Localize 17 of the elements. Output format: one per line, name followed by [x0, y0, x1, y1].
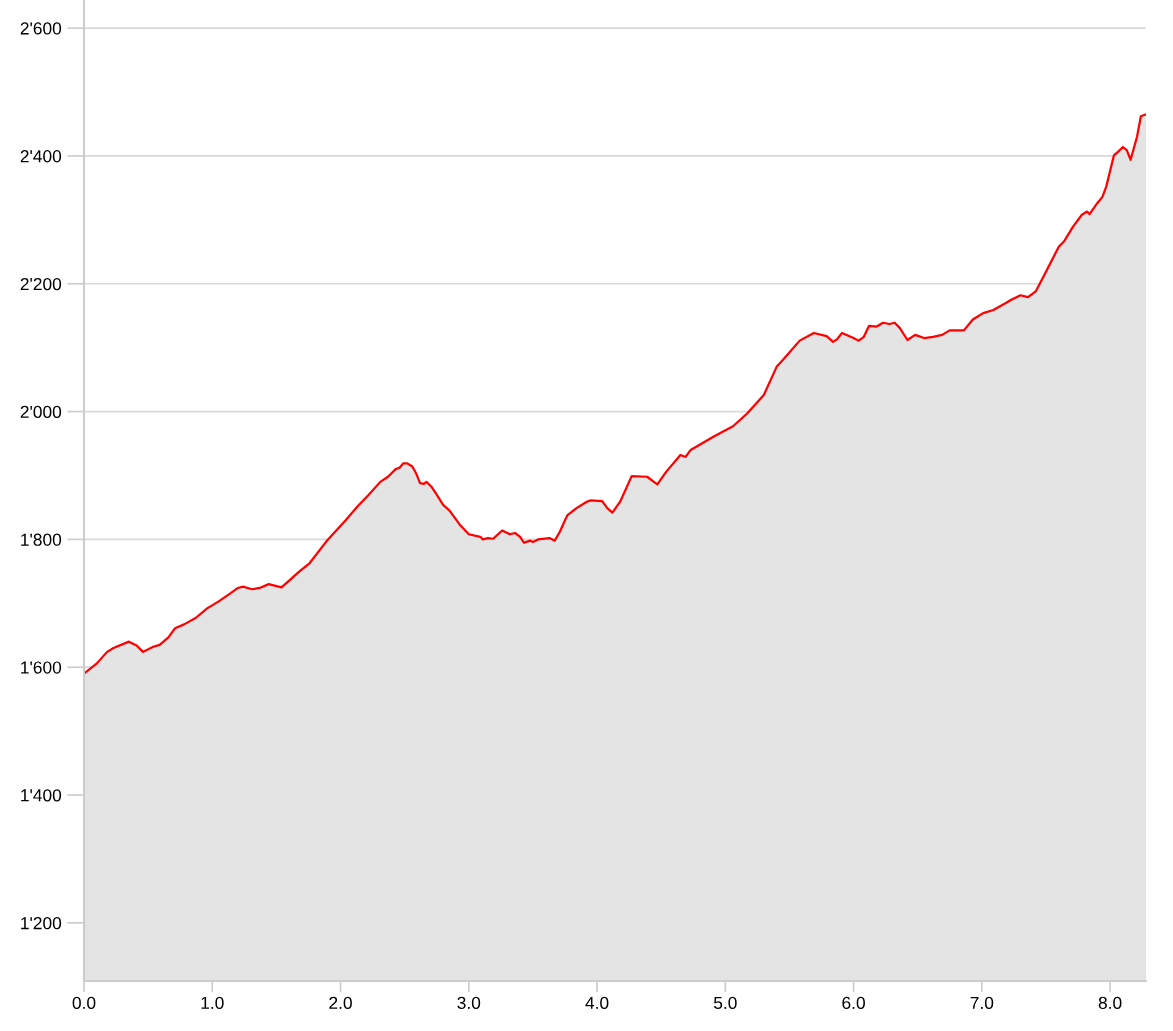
x-tick-label: 6.0	[842, 996, 865, 1010]
y-tick-label: 2'200	[20, 277, 62, 291]
y-tick-label: 2'400	[20, 150, 62, 163]
y-tick-label: 2'600	[20, 22, 62, 35]
y-tick-label: 1'800	[21, 533, 62, 546]
x-tick-label: 3.0	[457, 996, 481, 1010]
y-tick-label: 2'000	[20, 405, 62, 419]
x-tick-label: 0.0	[72, 996, 96, 1010]
x-tick-label: 4.0	[585, 996, 609, 1010]
x-tick-label: 5.0	[713, 996, 737, 1010]
x-tick-label: 2.0	[329, 996, 352, 1010]
y-tick-label: 1'600	[21, 661, 62, 674]
y-tick-label: 1'400	[21, 789, 62, 802]
x-tick-label: 7.0	[970, 996, 994, 1010]
x-tick-label: 8.0	[1098, 996, 1122, 1010]
y-tick-label: 1'200	[21, 917, 62, 930]
x-tick-label: 1.0	[201, 996, 224, 1010]
